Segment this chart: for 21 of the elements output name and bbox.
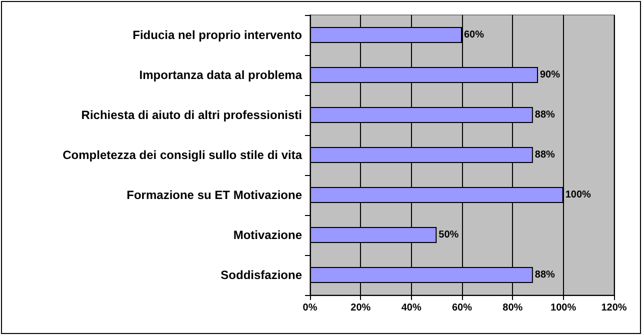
data-label: 100% [565, 190, 592, 200]
data-label: 50% [438, 230, 459, 240]
y-tick-label: Richiesta di aiuto di altri professionisti [81, 108, 302, 122]
y-tick-label: Completezza dei consigli sullo stile di vita [62, 148, 302, 162]
data-label: 88% [534, 150, 556, 160]
data-label: 88% [534, 110, 556, 120]
y-tick-label: Importanza data al problema [139, 68, 302, 82]
x-tick-label: 0% [302, 302, 318, 314]
y-tick-label: Formazione su ET Motivazione [126, 188, 302, 202]
x-tick-label: 20% [350, 302, 371, 314]
x-tick-label: 40% [401, 302, 422, 314]
data-label: 60% [464, 30, 484, 40]
x-tick-label: 80% [502, 302, 523, 314]
y-tick-label: Soddisfazione [220, 268, 302, 282]
data-label: 88% [534, 270, 556, 280]
x-tick-label: 100% [550, 302, 576, 314]
y-tick-label: Motivazione [233, 228, 302, 242]
data-label: 90% [540, 70, 560, 80]
y-tick-label: Fiducia nel proprio intervento [132, 28, 302, 42]
x-tick-label: 60% [452, 302, 472, 314]
x-tick-label: 120% [601, 302, 627, 314]
